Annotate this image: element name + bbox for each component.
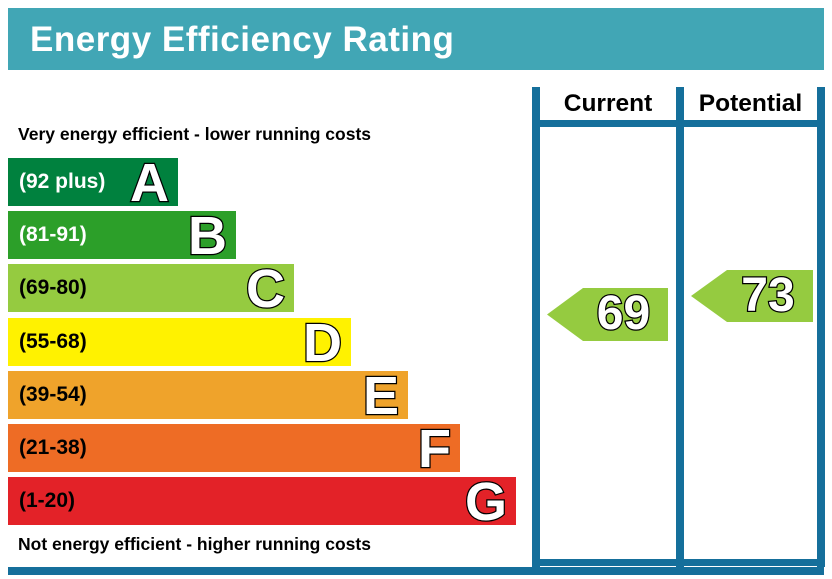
band-range-label: (81-91) (19, 223, 87, 246)
band-b: (81-91) B (8, 206, 236, 266)
band-letter: G (464, 472, 509, 532)
current-rating-value: 69 (596, 286, 652, 341)
band-letter: E (362, 366, 401, 426)
bottom-note: Not energy efficient - higher running co… (18, 534, 371, 554)
band-range-label: (55-68) (19, 330, 87, 353)
chart-bottom-border (8, 567, 824, 575)
left-pointing-arrow-shape (691, 270, 813, 322)
current-rating-arrow: 69 (547, 286, 668, 341)
left-pointing-arrow-shape (547, 288, 668, 341)
band-letter: A (129, 153, 171, 213)
band-range-label: (69-80) (19, 276, 87, 299)
potential-column-right-border (817, 87, 825, 567)
band-g: (1-20) G (8, 472, 516, 532)
band-f: (21-38) F (8, 419, 460, 479)
potential-rating-value: 73 (740, 268, 796, 323)
band-e: (39-54) E (8, 366, 408, 426)
band-c: (69-80) C (8, 259, 294, 319)
header-underline (532, 120, 825, 127)
potential-column-header: Potential (698, 90, 803, 117)
band-range-label: (92 plus) (19, 170, 106, 193)
current-column-left-border (532, 87, 540, 567)
band-letter: D (302, 313, 344, 373)
top-note: Very energy efficient - lower running co… (18, 124, 372, 144)
band-letter: F (417, 419, 453, 479)
band-letter: C (245, 259, 287, 319)
page-title: Energy Efficiency Rating (30, 20, 455, 59)
columns-bottom-border (532, 559, 825, 566)
title-bar: Energy Efficiency Rating (8, 8, 824, 70)
current-column-header: Current (563, 90, 653, 117)
potential-rating-arrow: 73 (691, 268, 813, 323)
band-letter: B (187, 206, 229, 266)
band-d: (55-68) D (8, 313, 351, 373)
band-range-label: (21-38) (19, 436, 87, 459)
band-range-label: (39-54) (19, 383, 87, 406)
column-divider (676, 87, 684, 567)
band-range-label: (1-20) (19, 489, 76, 512)
band-a: (92 plus) A (8, 153, 178, 213)
